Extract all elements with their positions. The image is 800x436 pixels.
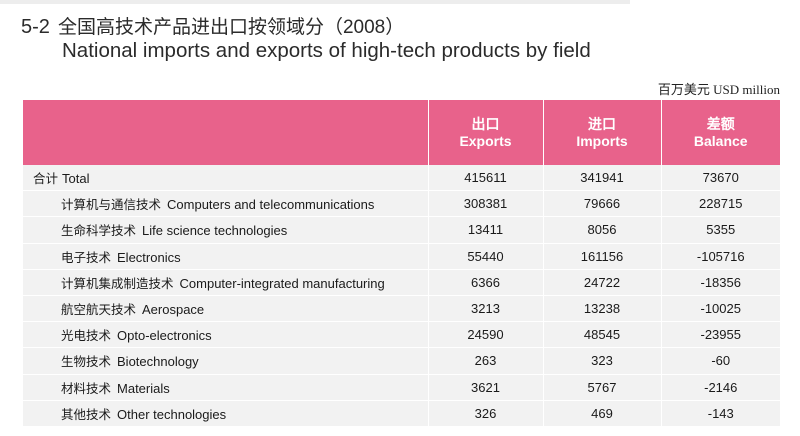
cell-balance: 5355	[661, 216, 780, 244]
header-blank	[23, 100, 429, 165]
cell-balance: -105716	[661, 243, 780, 270]
row-label: 材料技术 Materials	[23, 374, 429, 401]
table-row: 航空航天技术 Aerospace 3213 13238 -10025	[23, 295, 780, 323]
row-label-en: Other technologies	[117, 406, 227, 422]
cell-imports: 13238	[543, 295, 662, 323]
cell-balance: -23955	[661, 321, 780, 349]
row-label: 计算机与通信技术 Computers and telecommunications	[23, 190, 429, 218]
header-balance: 差额 Balance	[661, 100, 780, 165]
cell-exports: 3621	[428, 374, 544, 401]
cell-balance: -2146	[661, 374, 780, 401]
header-balance-en: Balance	[693, 132, 748, 149]
cell-exports: 263	[428, 347, 544, 375]
row-label: 航空航天技术 Aerospace	[23, 295, 429, 323]
cell-exports: 55440	[428, 243, 544, 270]
cell-imports: 24722	[543, 269, 662, 296]
table-row: 材料技术 Materials 3621 5767 -2146	[23, 374, 780, 401]
cell-imports: 469	[543, 400, 662, 427]
cell-exports: 6366	[428, 269, 544, 296]
cell-exports: 308381	[428, 190, 544, 218]
header-imports: 进口 Imports	[543, 100, 662, 165]
row-label-cn: 生物技术	[61, 354, 112, 370]
row-label-en: Computer-integrated manufacturing	[179, 275, 385, 291]
row-label-en: Aerospace	[142, 302, 205, 318]
table-row: 电子技术 Electronics 55440 161156 -105716	[23, 243, 780, 270]
row-label-en: Biotechnology	[117, 354, 199, 370]
row-label-cn: 合计	[33, 171, 59, 187]
cell-imports: 323	[543, 347, 662, 375]
row-label: 生物技术 Biotechnology	[23, 347, 429, 375]
title-chinese: 5-2 全国高技术产品进出口按领域分（2008）	[21, 12, 404, 39]
cell-balance: 73670	[661, 165, 780, 192]
cell-imports: 8056	[543, 216, 662, 244]
row-label-en: Computers and telecommunications	[167, 197, 375, 213]
row-label: 生命科学技术 Life science technologies	[23, 216, 429, 244]
cell-balance: -10025	[661, 295, 780, 323]
row-label-cn: 光电技术	[61, 328, 112, 344]
row-label-en: Materials	[117, 380, 170, 396]
cell-exports: 415611	[428, 165, 544, 192]
row-label: 其他技术 Other technologies	[23, 400, 429, 427]
row-label: 合计 Total	[23, 165, 429, 192]
cell-imports: 48545	[543, 321, 662, 349]
table-row: 生命科学技术 Life science technologies 13411 80…	[23, 216, 780, 244]
header-imports-en: Imports	[576, 132, 628, 149]
cell-exports: 24590	[428, 321, 544, 349]
row-label-cn: 生命科学技术	[61, 223, 137, 239]
cell-imports: 341941	[543, 165, 662, 192]
cell-balance: -143	[661, 400, 780, 427]
row-label-cn: 计算机集成制造技术	[61, 275, 174, 291]
cell-imports: 161156	[543, 243, 662, 270]
table-row-total: 合计 Total 415611 341941 73670	[23, 165, 780, 192]
top-rule	[0, 0, 630, 4]
table-number: 5-2	[21, 16, 50, 38]
row-label-cn: 其他技术	[61, 406, 112, 422]
row-label: 电子技术 Electronics	[23, 243, 429, 270]
row-label-en: Electronics	[117, 249, 181, 265]
row-label: 计算机集成制造技术 Computer-integrated manufacturi…	[23, 269, 429, 296]
header-balance-cn: 差额	[706, 115, 735, 132]
title-chinese-text: 全国高技术产品进出口按领域分	[57, 16, 324, 38]
cell-balance: 228715	[661, 190, 780, 218]
title-english: National imports and exports of high-tec…	[62, 39, 591, 62]
row-label-cn: 计算机与通信技术	[61, 197, 162, 213]
row-label-en: Total	[62, 171, 90, 187]
row-label-en: Life science technologies	[142, 223, 288, 239]
row-label-cn: 航空航天技术	[61, 302, 137, 318]
cell-exports: 3213	[428, 295, 544, 323]
row-label-en: Opto-electronics	[117, 328, 212, 344]
cell-exports: 326	[428, 400, 544, 427]
title-year: （2008）	[323, 17, 405, 38]
header-exports: 出口 Exports	[428, 100, 544, 165]
row-label-cn: 电子技术	[61, 249, 112, 265]
row-label: 光电技术 Opto-electronics	[23, 321, 429, 349]
cell-balance: -18356	[661, 269, 780, 296]
header-row: 出口 Exports 进口 Imports 差额 Balance	[23, 100, 780, 165]
data-table: 出口 Exports 进口 Imports 差额 Balance 合计 Total…	[23, 100, 780, 427]
header-imports-cn: 进口	[588, 115, 616, 132]
unit-label: 百万美元 USD million	[657, 82, 780, 97]
cell-imports: 79666	[543, 190, 662, 218]
table-row: 光电技术 Opto-electronics 24590 48545 -23955	[23, 321, 780, 349]
table-row: 计算机集成制造技术 Computer-integrated manufacturi…	[23, 269, 780, 296]
table-row: 其他技术 Other technologies 326 469 -143	[23, 400, 780, 427]
table-row: 生物技术 Biotechnology 263 323 -60	[23, 347, 780, 375]
row-label-cn: 材料技术	[61, 380, 112, 396]
cell-balance: -60	[661, 347, 780, 375]
cell-exports: 13411	[428, 216, 544, 244]
cell-imports: 5767	[543, 374, 662, 401]
table-row: 计算机与通信技术 Computers and telecommunications…	[23, 190, 780, 218]
header-exports-en: Exports	[459, 132, 512, 149]
header-exports-cn: 出口	[471, 115, 500, 132]
